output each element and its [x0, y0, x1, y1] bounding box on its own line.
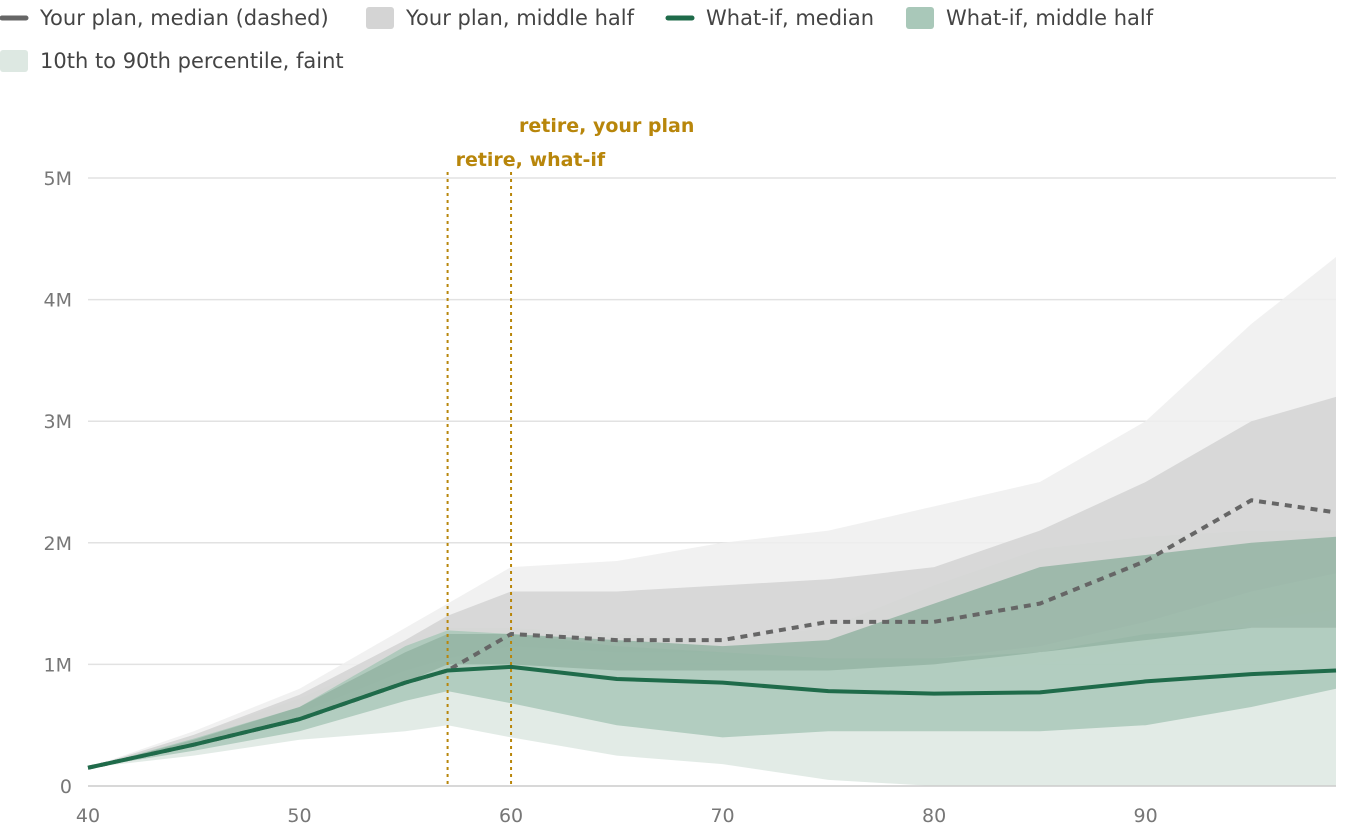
x-tick-label: 40	[76, 805, 100, 827]
legend-swatch	[366, 7, 394, 29]
legend-label: What-if, median	[706, 6, 874, 30]
legend-label: Your plan, middle half	[405, 6, 635, 30]
whatif-median-line	[87, 664, 1337, 770]
y-tick-label: 5M	[44, 168, 72, 190]
percentile-bands	[88, 257, 1336, 786]
x-axis: 40 50 60 70 80 90	[76, 785, 1336, 827]
y-tick-label: 0	[60, 776, 72, 798]
retirement-markers: retire, your plan retire, what-if	[446, 115, 694, 786]
legend-label: 10th to 90th percentile, faint	[40, 49, 344, 73]
retire-marker-label: retire, your plan	[519, 115, 694, 137]
legend-swatch	[906, 7, 934, 29]
legend-item: What-if, middle half	[906, 6, 1154, 30]
legend-swatch	[0, 50, 28, 72]
legend-label: Your plan, median (dashed)	[39, 6, 329, 30]
x-tick-label: 90	[1134, 805, 1158, 827]
y-tick-label: 2M	[44, 533, 72, 555]
legend-item: Your plan, middle half	[366, 6, 635, 30]
x-tick-label: 80	[922, 805, 946, 827]
x-tick-label: 70	[710, 805, 734, 827]
legend-label: What-if, middle half	[946, 6, 1154, 30]
y-tick-label: 4M	[44, 290, 72, 312]
y-axis: 0 1M 2M 3M 4M 5M	[44, 168, 72, 798]
retire-marker-label: retire, what-if	[456, 149, 606, 171]
x-tick-label: 50	[287, 805, 311, 827]
legend-item: Your plan, median (dashed)	[0, 6, 329, 30]
legend-item: 10th to 90th percentile, faint	[0, 49, 344, 73]
legend-item: What-if, median	[665, 6, 874, 30]
y-tick-label: 3M	[44, 411, 72, 433]
legend: Your plan, median (dashed) Your plan, mid…	[0, 6, 1154, 73]
whatif-upper-band-band	[88, 536, 1336, 768]
y-tick-label: 1M	[44, 654, 72, 676]
median-lines	[87, 498, 1337, 770]
x-tick-label: 60	[499, 805, 523, 827]
